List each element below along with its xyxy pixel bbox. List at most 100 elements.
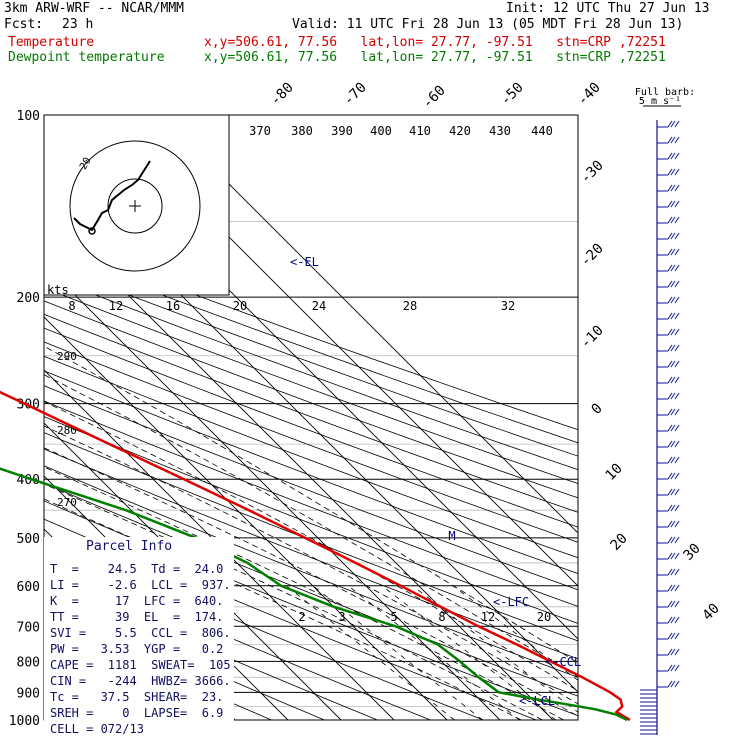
isotherm-label: 10 xyxy=(603,461,626,484)
skewt-grid xyxy=(44,115,578,720)
isotherm-line xyxy=(44,115,448,720)
temperature-legend-info: x,y=506.61, 77.56 lat,lon= 27.77, -97.51… xyxy=(204,35,666,50)
wind-barb xyxy=(657,248,680,256)
wind-barb xyxy=(657,520,680,528)
mixing-ratio-label: 2 xyxy=(298,610,305,624)
theta-label: 390 xyxy=(331,124,353,138)
wind-barb xyxy=(657,488,680,496)
plot-frame xyxy=(43,114,579,721)
hodo-speed-label: 24 xyxy=(312,299,326,313)
pressure-tick-label: 600 xyxy=(17,580,40,595)
barb-legend-title: Full barb: xyxy=(635,87,695,98)
wind-barb-flag xyxy=(674,120,680,128)
wind-barb-flag xyxy=(667,504,673,512)
wind-barb xyxy=(657,232,680,240)
wind-barb-flag xyxy=(667,280,673,288)
wind-barb-flag xyxy=(674,408,680,416)
wind-barb xyxy=(657,200,680,208)
moist-adiabat xyxy=(44,296,578,720)
pressure-tick-label: 200 xyxy=(17,291,40,306)
wind-barb xyxy=(657,360,680,368)
wind-barb xyxy=(657,616,680,624)
wind-barb xyxy=(657,552,680,560)
dry-adiabat xyxy=(44,115,578,720)
theta-label: 410 xyxy=(409,124,431,138)
wind-barb-flag xyxy=(670,600,676,608)
wind-barb-flag xyxy=(674,424,680,432)
wind-barb xyxy=(657,296,680,304)
wind-barb-flag xyxy=(674,296,680,304)
parcel-row: TT = 39 EL = 174. xyxy=(50,610,224,624)
level-annotations: <-EL <-LFC <-CCL <-LCL M xyxy=(290,255,581,708)
lfc-marker: <-LFC xyxy=(493,595,529,609)
wind-barb-flag xyxy=(667,120,673,128)
dry-adiabat xyxy=(44,115,578,720)
wind-barb-flag xyxy=(667,328,673,336)
parcel-row: SVI = 5.5 CCL = 806. xyxy=(50,626,231,640)
parcel-row: K = 17 LFC = 640. xyxy=(50,594,224,608)
wind-barb-flag xyxy=(674,552,680,560)
wind-barb-flag xyxy=(667,360,673,368)
hodograph: 20 kts xyxy=(43,114,230,297)
theta-label: 420 xyxy=(449,124,471,138)
mixing-ratio-line xyxy=(312,585,483,720)
wind-barb-flag xyxy=(667,152,673,160)
dry-adiabat xyxy=(44,115,578,720)
wind-barbs: Full barb:5 m s⁻¹ xyxy=(635,87,695,735)
wind-barb-flag xyxy=(667,600,673,608)
wind-barb xyxy=(657,168,680,176)
wind-barb-flag xyxy=(667,648,673,656)
dry-adiabat xyxy=(44,115,578,720)
dewpoint-legend-info: x,y=506.61, 77.56 lat,lon= 27.77, -97.51… xyxy=(204,50,666,65)
model-title: 3km ARW-WRF -- NCAR/MMM xyxy=(4,1,185,16)
wind-barb xyxy=(657,472,680,480)
wind-barb-flag xyxy=(674,312,680,320)
wind-barb-flag xyxy=(674,664,680,672)
wind-barb-flag xyxy=(667,296,673,304)
wind-barb xyxy=(657,184,680,192)
theta-label: 400 xyxy=(370,124,392,138)
hodo-speed-label: 32 xyxy=(501,299,515,313)
wind-barb-flag xyxy=(667,424,673,432)
wind-barb-flag xyxy=(674,152,680,160)
hodo-speed-label: 28 xyxy=(403,299,417,313)
wind-barb-flag xyxy=(667,488,673,496)
wind-barb-flag xyxy=(674,392,680,400)
theta-label: 430 xyxy=(489,124,511,138)
wind-barb-flag xyxy=(670,296,676,304)
parcel-row: CAPE = 1181 SWEAT= 105 xyxy=(50,658,231,672)
wind-barb-flag xyxy=(667,520,673,528)
parcel-row: CIN = -244 HWBZ= 3666. xyxy=(50,674,231,688)
parcel-row: CELL = 072/13 xyxy=(50,722,144,736)
mixing-ratio-line xyxy=(452,585,578,720)
hodo-ring-label: 20 xyxy=(78,156,94,172)
wind-barb-flag xyxy=(674,200,680,208)
wind-barb-flag xyxy=(667,408,673,416)
mixing-ratio-label: 8 xyxy=(438,610,445,624)
wind-barb-flag xyxy=(670,168,676,176)
theta-label: 380 xyxy=(291,124,313,138)
wind-barb xyxy=(657,440,680,448)
mixing-ratio-line xyxy=(286,585,455,720)
wind-barb-flag xyxy=(670,184,676,192)
mixing-ratio-label: 12 xyxy=(481,610,495,624)
dry-adiabat xyxy=(44,115,578,720)
wind-barb-flag xyxy=(667,232,673,240)
wind-barb-flag xyxy=(670,648,676,656)
wind-barb-flag xyxy=(674,344,680,352)
wind-barb-flag xyxy=(670,120,676,128)
wind-barb-flag xyxy=(674,168,680,176)
wind-barb-flag xyxy=(670,232,676,240)
wind-barb-flag xyxy=(670,392,676,400)
wind-barb xyxy=(657,344,680,352)
wind-barb-flag xyxy=(674,648,680,656)
wind-barb-flag xyxy=(667,392,673,400)
wind-barb-flag xyxy=(670,152,676,160)
dry-adiabat xyxy=(44,115,578,720)
wind-barb-flag xyxy=(674,280,680,288)
wind-barb-flag xyxy=(670,312,676,320)
wind-barb xyxy=(657,536,680,544)
pressure-tick-label: 100 xyxy=(17,109,40,124)
wind-barb xyxy=(657,504,680,512)
wind-barb-flag xyxy=(674,680,680,688)
